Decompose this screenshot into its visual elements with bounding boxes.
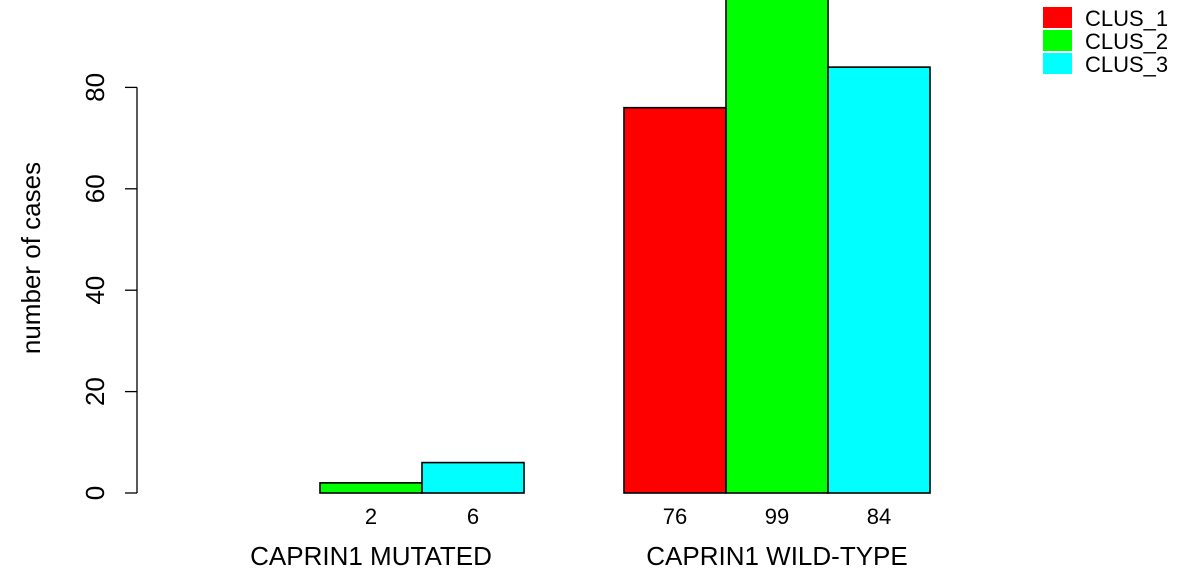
y-tick-label: 60 xyxy=(80,174,110,203)
category-labels: CAPRIN1 MUTATED CAPRIN1 WILD-TYPE xyxy=(250,541,908,571)
bar-value-labels: 2 6 76 99 84 xyxy=(365,504,891,529)
y-tick-label: 20 xyxy=(80,377,110,406)
legend-swatch xyxy=(1043,53,1072,74)
bar-clus_3 xyxy=(421,461,525,494)
bar-value-label: 84 xyxy=(867,504,891,529)
y-tick-label: 0 xyxy=(80,486,110,500)
y-axis-label: number of cases xyxy=(16,162,46,354)
legend-swatch xyxy=(1043,7,1072,28)
bar-value-label: 6 xyxy=(467,504,479,529)
y-tick-label: 80 xyxy=(80,73,110,102)
bar-clus_2 xyxy=(319,482,423,494)
bar-value-label: 99 xyxy=(765,504,789,529)
y-tick-label: 40 xyxy=(80,276,110,305)
bar-clus_1 xyxy=(623,106,727,494)
legend-swatch xyxy=(1043,30,1072,51)
legend-label: CLUS_2 xyxy=(1085,29,1168,54)
bar-value-label: 76 xyxy=(663,504,687,529)
legend-label: CLUS_1 xyxy=(1085,6,1168,31)
legend-label: CLUS_3 xyxy=(1085,52,1168,77)
bar-value-label: 2 xyxy=(365,504,377,529)
y-axis: 0 20 40 60 80 xyxy=(80,73,138,500)
bar-clus_2 xyxy=(725,0,829,494)
bar-clus_3 xyxy=(827,66,931,494)
category-label: CAPRIN1 WILD-TYPE xyxy=(646,541,908,571)
category-label: CAPRIN1 MUTATED xyxy=(250,541,492,571)
bars xyxy=(319,0,931,494)
